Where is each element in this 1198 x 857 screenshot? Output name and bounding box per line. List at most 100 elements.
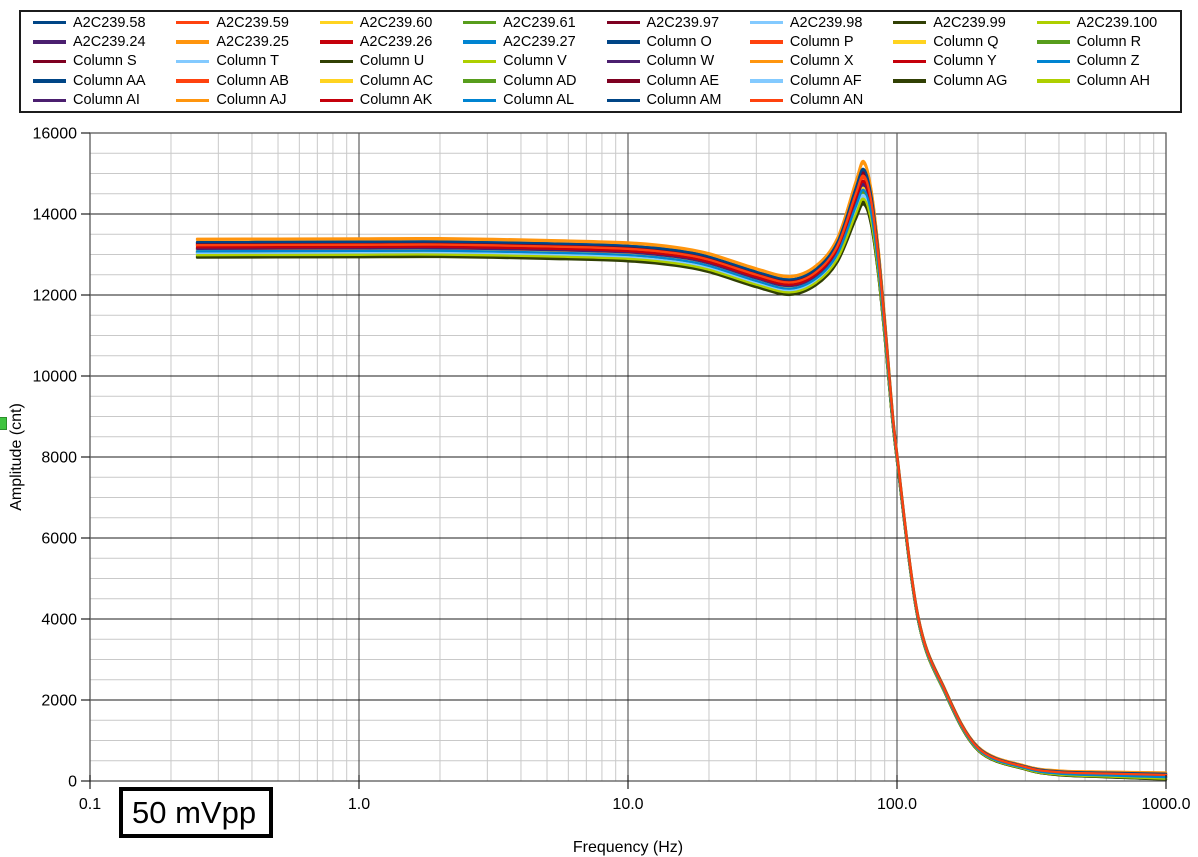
series-line-column-y [195, 181, 1168, 778]
legend-item: Column Z [1036, 52, 1180, 71]
series-line-column-w [195, 184, 1168, 778]
legend-swatch [463, 20, 497, 25]
legend-swatch [319, 59, 353, 64]
series-line-column-z [195, 190, 1168, 779]
legend-swatch [749, 20, 783, 25]
legend-label: A2C239.26 [359, 34, 433, 51]
legend-label: Column AC [359, 72, 434, 89]
legend-item: A2C239.58 [33, 13, 176, 32]
legend-label: Column S [73, 53, 137, 70]
legend-label: Column X [789, 53, 854, 70]
legend-label: Column Y [933, 53, 997, 70]
series-line-a2c239.61 [195, 192, 1168, 780]
series-lines [195, 159, 1168, 781]
y-tick-label: 10000 [33, 369, 78, 386]
legend-swatch [749, 98, 783, 103]
legend-swatch [176, 79, 210, 83]
legend-swatch [749, 79, 783, 83]
series-line-a2c239.100 [195, 200, 1168, 781]
series-line-column-ac [195, 186, 1168, 779]
y-tick-label: 6000 [41, 531, 77, 548]
series-line-column-af [195, 193, 1168, 780]
y-tick-label: 0 [68, 774, 77, 791]
legend-label: Column AK [359, 92, 433, 109]
legend-item: Column P [749, 32, 893, 51]
legend-swatch [606, 79, 640, 83]
legend-swatch [176, 20, 210, 25]
legend-swatch [606, 40, 640, 44]
legend-label: Column AM [646, 92, 722, 109]
legend-swatch [1036, 40, 1070, 44]
series-line-column-al [195, 188, 1168, 779]
series-line-a2c239.98 [195, 196, 1168, 780]
legend-label: Column AB [216, 72, 289, 89]
legend-swatch [319, 40, 353, 44]
legend-item: Column W [606, 52, 750, 71]
series-line-column-r [195, 191, 1168, 779]
legend-label: Column O [646, 34, 712, 51]
annotation-box: 50 mVpp [119, 787, 273, 838]
legend-label: A2C239.60 [359, 14, 433, 31]
legend-item: Column R [1036, 32, 1180, 51]
legend-swatch [33, 98, 66, 103]
legend-item: Column Q [893, 32, 1036, 51]
legend-item: A2C239.99 [893, 13, 1036, 32]
y-tick-label: 14000 [33, 207, 78, 224]
selection-handle-icon[interactable] [0, 417, 7, 430]
legend-swatch [1036, 79, 1070, 83]
legend-label: A2C239.99 [933, 14, 1006, 31]
legend-item: A2C239.97 [606, 13, 750, 32]
legend-label: Column AD [503, 72, 577, 89]
y-tick-label: 4000 [41, 612, 77, 629]
legend-swatch [463, 98, 497, 103]
legend-item: Column AH [1036, 71, 1180, 90]
legend-item: Column AK [319, 91, 463, 110]
legend-swatch [606, 20, 640, 25]
legend-swatch [33, 40, 66, 44]
y-tick-label: 12000 [33, 288, 78, 305]
legend-label: Column AN [789, 92, 864, 109]
legend-item: Column AC [319, 71, 463, 90]
legend-item: Column AL [463, 91, 606, 110]
chart-legend: A2C239.58 A2C239.59 A2C239.60 A2C239.61 A2C2… [19, 10, 1182, 113]
legend-label: A2C239.59 [216, 14, 289, 31]
y-tick-label: 8000 [41, 450, 77, 467]
series-line-a2c239.26 [195, 182, 1168, 778]
legend-swatch [176, 98, 210, 103]
legend-label: A2C239.25 [216, 34, 289, 51]
legend-swatch [319, 20, 353, 25]
legend-item: Column U [319, 52, 463, 71]
legend-swatch [176, 40, 210, 44]
legend-swatch [893, 79, 927, 83]
legend-swatch [176, 59, 210, 64]
legend-swatch [606, 98, 640, 103]
legend-item: A2C239.25 [176, 32, 319, 51]
legend-label: Column P [789, 34, 854, 51]
legend-item: Column AI [33, 91, 176, 110]
legend-label: A2C239.100 [1076, 14, 1158, 31]
legend-swatch [749, 59, 783, 64]
x-tick-label: 10.0 [612, 796, 643, 813]
series-line-column-v [195, 198, 1168, 781]
annotation-text: 50 mVpp [132, 794, 257, 830]
legend-label: Column V [503, 53, 567, 70]
axis-ticks [81, 132, 1167, 789]
series-line-column-u [195, 201, 1168, 781]
legend-label: A2C239.97 [646, 14, 720, 31]
legend-item: Column X [749, 52, 893, 71]
legend-swatch [1036, 20, 1070, 25]
x-tick-label: 1.0 [348, 796, 370, 813]
legend-item: A2C239.26 [319, 32, 463, 51]
series-line-column-an [195, 174, 1168, 777]
legend-swatch [463, 40, 497, 44]
y-axis-title: Amplitude (cnt) [8, 403, 25, 511]
legend-swatch [606, 59, 640, 64]
legend-item: Column AA [33, 71, 176, 90]
legend-item: Column Y [893, 52, 1036, 71]
legend-label: A2C239.27 [503, 34, 576, 51]
series-line-column-ag [195, 200, 1168, 781]
x-tick-label: 1000.0 [1142, 796, 1191, 813]
x-tick-label: 0.1 [79, 796, 101, 813]
